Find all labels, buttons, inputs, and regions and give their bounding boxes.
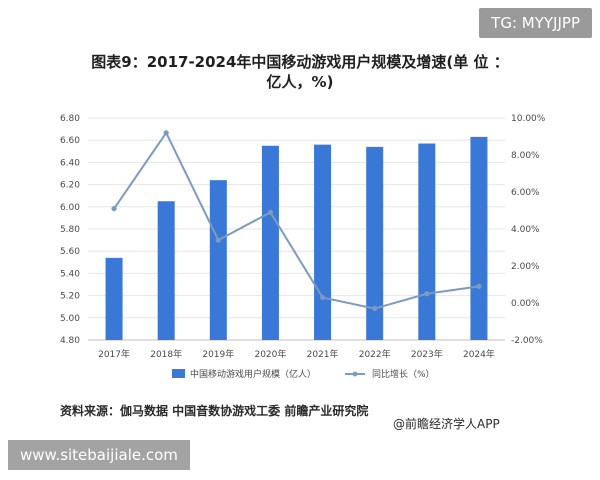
x-tick-label: 2024年 <box>463 348 495 360</box>
legend-label-bar: 中国移动游戏用户规模（亿人） <box>190 368 316 380</box>
title-line-1: 图表9：2017-2024年中国移动游戏用户规模及增速(单 位 ： <box>91 53 509 71</box>
bar <box>418 143 436 340</box>
left-tick-label: 5.40 <box>60 269 80 279</box>
title-line-2: 亿人，%) <box>266 73 334 91</box>
left-tick-label: 4.80 <box>60 336 80 346</box>
line-point <box>215 237 221 243</box>
line-point <box>319 294 326 301</box>
chart-title: 图表9：2017-2024年中国移动游戏用户规模及增速(单 位 ： 亿人，%) <box>60 52 540 92</box>
line-point <box>372 305 378 312</box>
bar <box>366 146 384 340</box>
line-point <box>111 206 117 212</box>
right-tick-label: 8.00% <box>511 151 540 161</box>
watermark-badge-top: TG: MYYJJPP <box>479 8 592 38</box>
left-tick-label: 6.00 <box>60 203 80 213</box>
x-axis: 2017年 2018年 2019年 2020年 2021年 2022年 2023年 2024年 <box>98 348 495 360</box>
left-tick-label: 5.60 <box>60 247 80 257</box>
bar <box>470 136 488 340</box>
left-tick-label: 6.80 <box>60 114 80 124</box>
x-tick-label: 2023年 <box>411 348 443 360</box>
left-tick-label: 5.80 <box>60 225 80 235</box>
legend: 中国移动游戏用户规模（亿人） 同比增长（%） <box>172 368 435 380</box>
line-point <box>476 283 482 289</box>
line-point <box>267 209 274 215</box>
bar <box>157 201 175 340</box>
legend-label-line: 同比增长（%） <box>372 368 435 380</box>
bar <box>105 257 123 340</box>
right-axis: -2.00% 0.00% 2.00% 4.00% 6.00% 8.00% 10.00% <box>511 114 546 346</box>
bar <box>209 180 227 340</box>
legend-marker-line <box>352 371 358 377</box>
right-tick-label: 4.00% <box>511 225 540 235</box>
bar <box>261 145 279 340</box>
x-tick-label: 2021年 <box>307 348 339 360</box>
left-tick-label: 6.60 <box>60 136 80 146</box>
bar-series <box>105 136 488 340</box>
left-tick-label: 6.20 <box>60 181 80 191</box>
left-tick-label: 6.40 <box>60 158 80 168</box>
right-tick-label: 6.00% <box>511 188 540 198</box>
x-tick-label: 2019年 <box>202 348 234 360</box>
line-point <box>163 130 169 136</box>
legend-swatch-bar <box>172 369 185 378</box>
x-tick-label: 2018年 <box>150 348 182 360</box>
line-series <box>111 130 482 312</box>
right-tick-label: -2.00% <box>511 336 543 346</box>
x-tick-label: 2022年 <box>359 348 391 360</box>
right-tick-label: 0.00% <box>511 299 540 309</box>
watermark-badge-bottom: www.sitebaijiale.com <box>8 440 190 470</box>
x-tick-label: 2017年 <box>98 348 130 360</box>
right-tick-label: 2.00% <box>511 262 540 272</box>
bar <box>314 144 332 340</box>
credit-note: @前瞻经济学人APP <box>393 417 500 431</box>
gridlines <box>88 117 505 341</box>
line-point <box>424 291 430 297</box>
source-note: 资料来源：伽马数据 中国音数协游戏工委 前瞻产业研究院 <box>60 404 369 418</box>
x-tick-label: 2020年 <box>254 348 286 360</box>
left-tick-label: 5.20 <box>60 292 80 302</box>
left-axis: 4.80 5.00 5.20 5.40 5.60 5.80 6.00 6.20 6.40 6.60… <box>60 114 80 346</box>
left-tick-label: 5.00 <box>60 314 80 324</box>
growth-line <box>113 130 480 310</box>
right-tick-label: 10.00% <box>511 114 546 124</box>
